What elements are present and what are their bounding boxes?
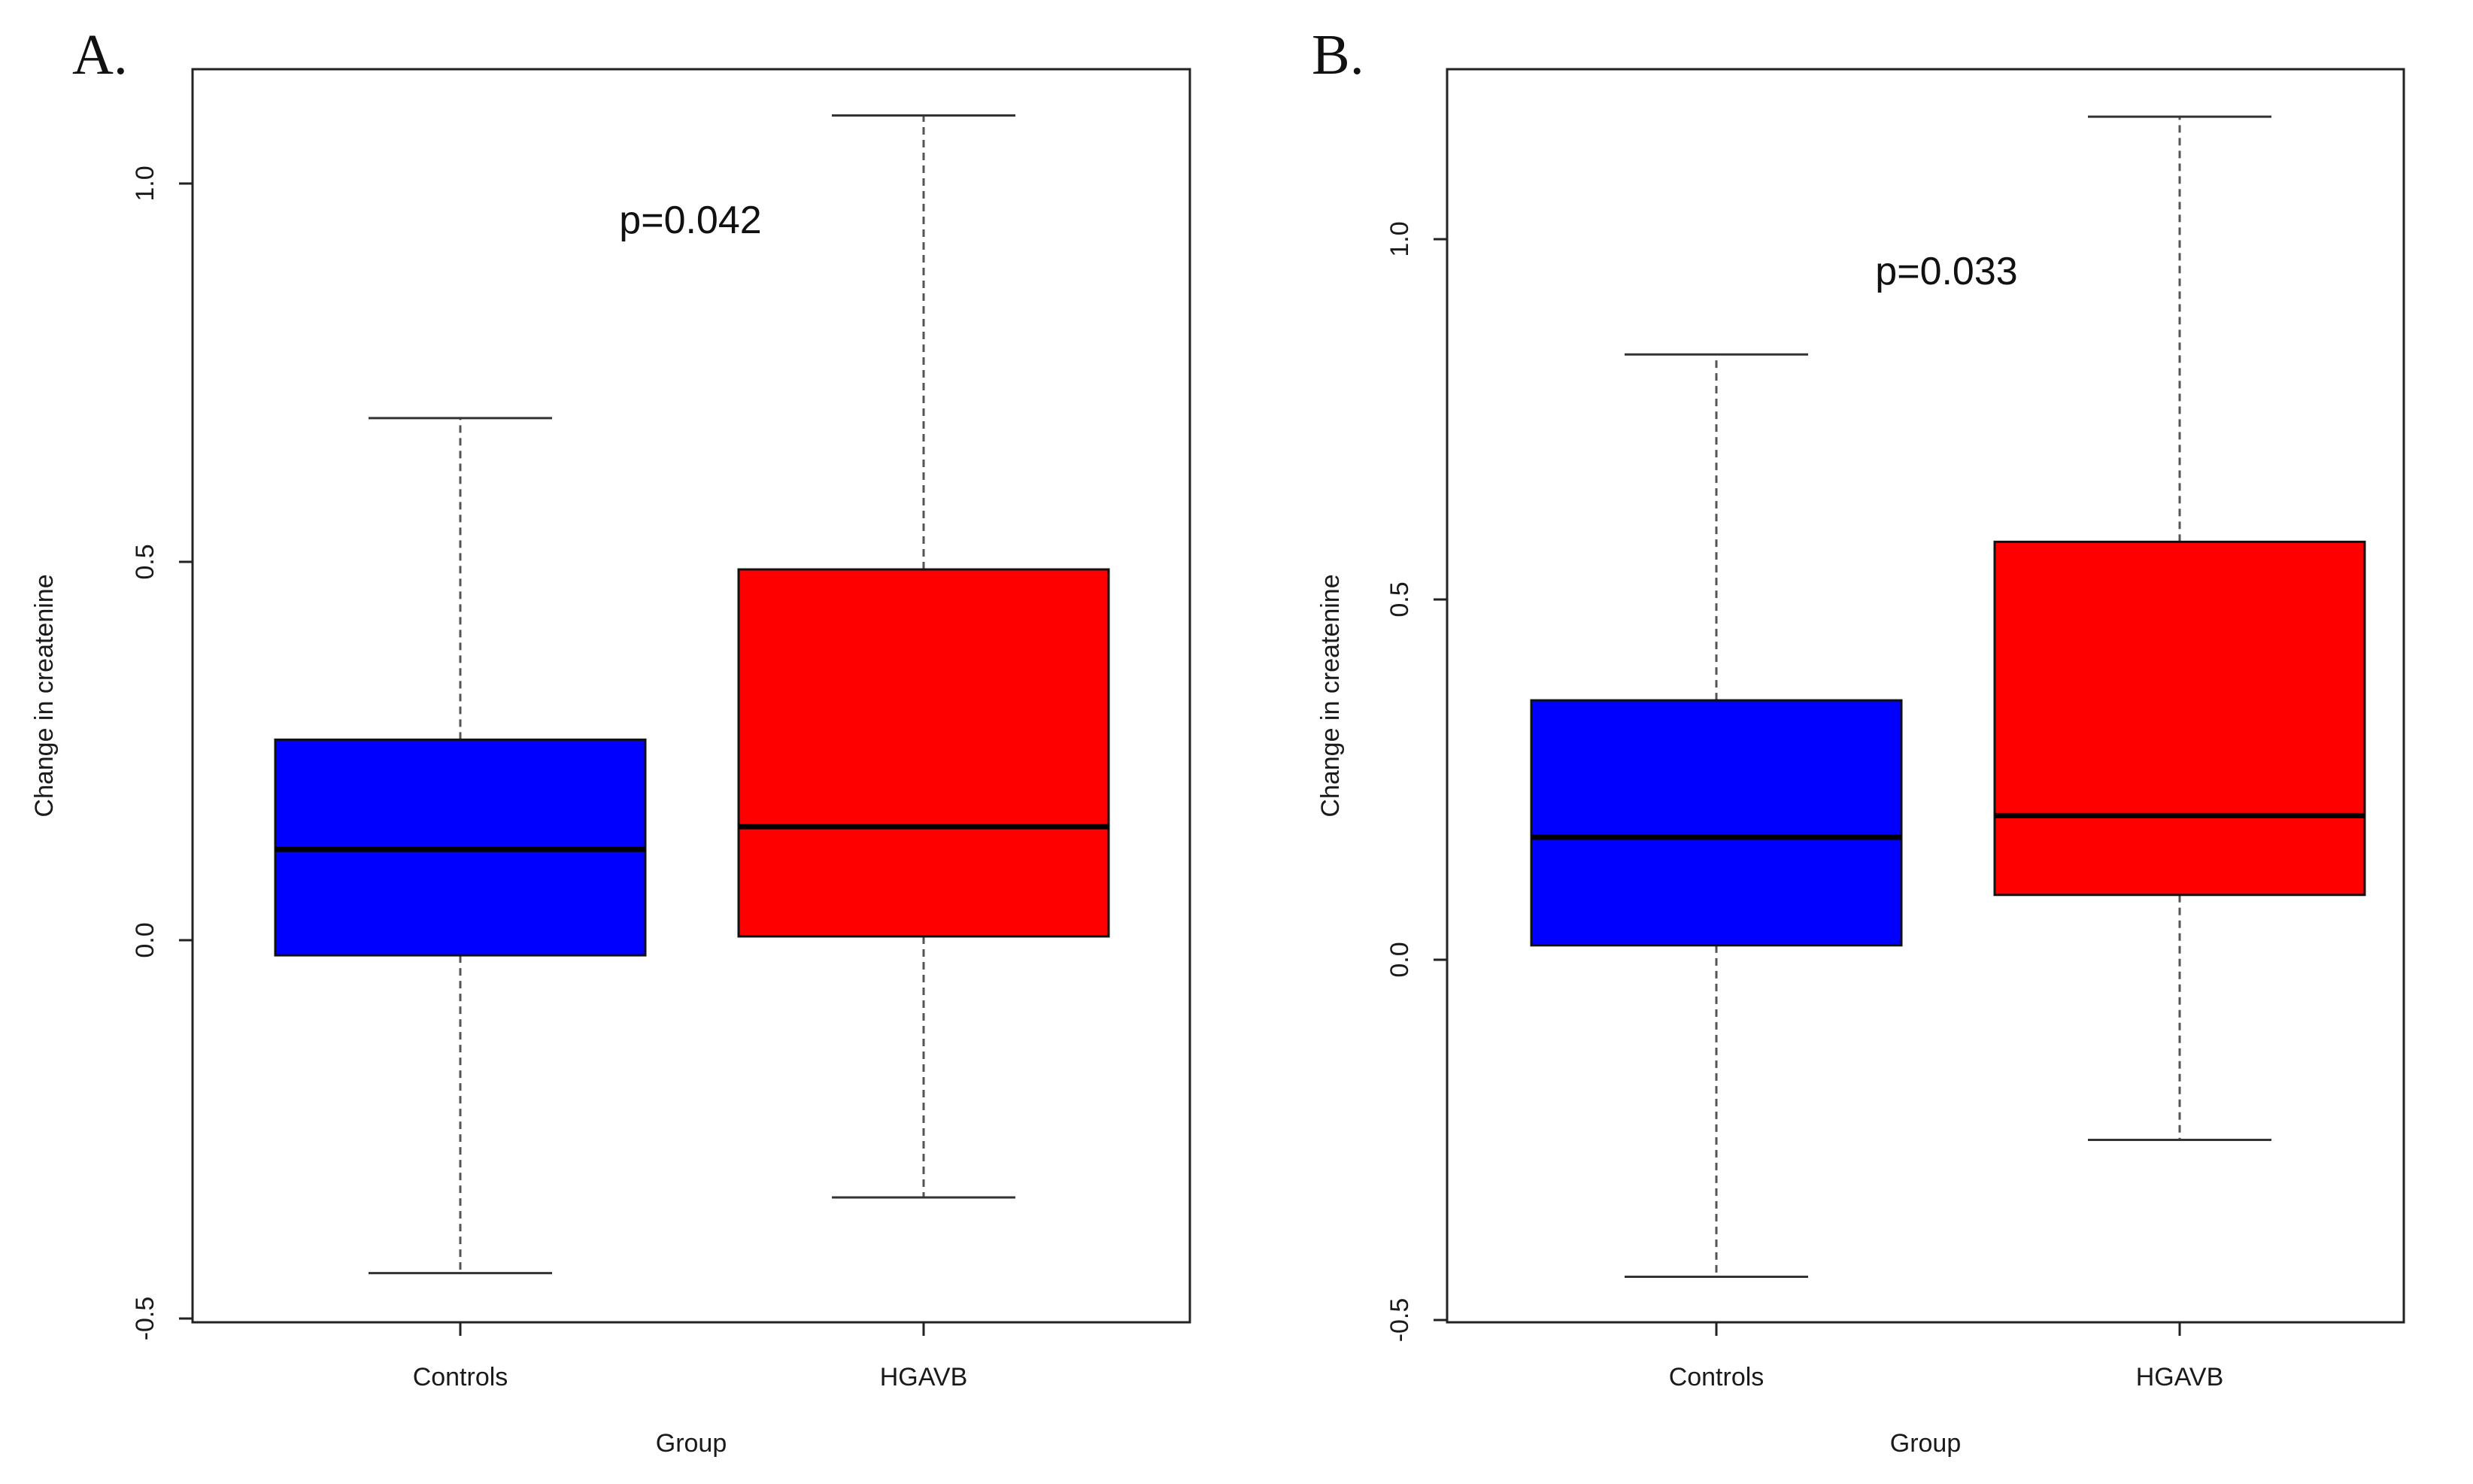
y-tick-label: -0.5 (1385, 1298, 1414, 1343)
y-tick-label: 0.5 (131, 544, 159, 579)
box-a-controls (274, 417, 647, 1275)
p-value-annotation-a: p=0.042 (619, 199, 761, 242)
y-tick-label: 0.0 (1385, 942, 1414, 977)
y-tick-label: 0.5 (1385, 581, 1414, 617)
box-iqr (737, 568, 1110, 938)
box-iqr (1993, 540, 2366, 897)
box-b-controls (1530, 353, 1903, 1279)
box-a-hgavb (737, 114, 1110, 1199)
panel-label-a: A. (72, 23, 128, 86)
panel-label-b: B. (1312, 23, 1364, 86)
x-axis-label-b: Group (1890, 1429, 1962, 1458)
y-tick-label: 0.0 (131, 922, 159, 957)
box-b-hgavb (1993, 115, 2366, 1141)
x-tick-label-controls: Controls (413, 1363, 508, 1391)
plot-frame (1446, 68, 2405, 1324)
panel-b: B. Controls HGAVB -0.5 0.0 0.5 1.0 Change in cr… (1312, 23, 2405, 1458)
box-iqr (1530, 699, 1903, 947)
y-tick-label: -0.5 (131, 1297, 159, 1341)
y-tick-label: 1.0 (1385, 221, 1414, 256)
y-axis-label-b: Change in createnine (1316, 574, 1345, 817)
y-tick-label: 1.0 (131, 165, 159, 201)
y-axis-label-a: Change in createnine (30, 574, 59, 817)
x-axis-label-a: Group (656, 1429, 727, 1458)
x-tick-label-hgavb: HGAVB (2136, 1363, 2224, 1391)
x-tick-label-controls: Controls (1669, 1363, 1764, 1391)
panel-a: A. Controls HGAVB -0.5 0.0 0.5 1.0 Change in cr… (30, 23, 1191, 1458)
plot-frame (191, 68, 1191, 1324)
p-value-annotation-b: p=0.033 (1875, 250, 2017, 293)
x-tick-label-hgavb: HGAVB (880, 1363, 968, 1391)
